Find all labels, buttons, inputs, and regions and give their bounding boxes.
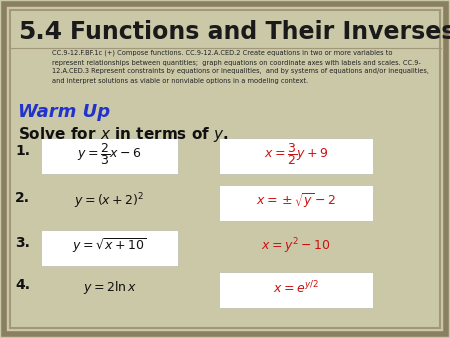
Text: 3.: 3. <box>15 236 30 250</box>
Text: Functions and Their Inverses: Functions and Their Inverses <box>70 20 450 44</box>
Text: CC.9-12.F.BF.1c (+) Compose functions. CC.9-12.A.CED.2 Create equations in two o: CC.9-12.F.BF.1c (+) Compose functions. C… <box>52 50 429 83</box>
Text: $x = y^{2} - 10$: $x = y^{2} - 10$ <box>261 236 331 256</box>
FancyBboxPatch shape <box>41 230 178 266</box>
Text: Warm Up: Warm Up <box>18 103 110 121</box>
Text: $y = \dfrac{2}{3}x - 6$: $y = \dfrac{2}{3}x - 6$ <box>77 141 142 167</box>
Text: $y = \sqrt{x + 10}$: $y = \sqrt{x + 10}$ <box>72 237 147 256</box>
Text: 4.: 4. <box>15 278 30 292</box>
Text: 1.: 1. <box>15 144 30 158</box>
FancyBboxPatch shape <box>4 4 446 334</box>
FancyBboxPatch shape <box>219 185 373 221</box>
Text: $x = \dfrac{3}{2}y + 9$: $x = \dfrac{3}{2}y + 9$ <box>264 141 328 167</box>
Text: 5.4: 5.4 <box>18 20 62 44</box>
Text: $x = \pm\sqrt{y} - 2$: $x = \pm\sqrt{y} - 2$ <box>256 192 336 211</box>
FancyBboxPatch shape <box>41 138 178 174</box>
Text: $y = (x + 2)^{2}$: $y = (x + 2)^{2}$ <box>74 191 144 211</box>
FancyBboxPatch shape <box>219 138 373 174</box>
Text: $x = e^{y/2}$: $x = e^{y/2}$ <box>273 280 319 296</box>
FancyBboxPatch shape <box>219 272 373 308</box>
Text: $y = 2\ln x$: $y = 2\ln x$ <box>82 280 136 296</box>
Text: 2.: 2. <box>15 191 30 205</box>
Text: Solve for $\mathit{x}$ in terms of $\mathit{y}$.: Solve for $\mathit{x}$ in terms of $\mat… <box>18 125 229 144</box>
